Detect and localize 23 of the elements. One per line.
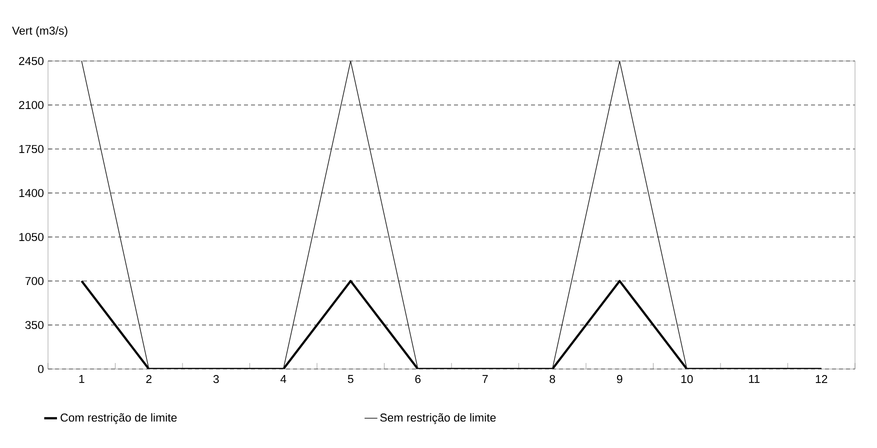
- legend-label: Com restrição de limite: [60, 413, 177, 424]
- y-tick-label: 1400: [19, 188, 44, 198]
- legend-label: Sem restrição de limite: [380, 413, 496, 424]
- x-tick-label: 11: [749, 375, 760, 383]
- y-tick-label: 2450: [19, 56, 44, 66]
- y-tick-label: 1050: [19, 232, 44, 242]
- x-tick-label: 9: [616, 375, 622, 384]
- y-tick-label: 700: [25, 276, 44, 286]
- x-tick-label: 7: [482, 375, 488, 383]
- y-tick-label: 0: [38, 364, 44, 374]
- x-tick-label: 12: [816, 375, 828, 384]
- x-tick-label: 4: [280, 375, 286, 383]
- y-tick-label: 1750: [19, 144, 44, 154]
- x-tick-label: 2: [146, 375, 152, 384]
- x-tick-label: 6: [415, 375, 421, 384]
- x-tick-label: 8: [550, 375, 556, 384]
- x-tick-label: 10: [681, 375, 693, 384]
- x-tick-label: 1: [79, 375, 84, 383]
- y-tick-label: 350: [25, 320, 44, 330]
- x-tick-label: 3: [213, 375, 219, 384]
- y-axis-title: Vert (m3/s): [12, 26, 68, 37]
- y-tick-label: 2100: [19, 100, 44, 110]
- x-tick-label: 5: [348, 375, 354, 384]
